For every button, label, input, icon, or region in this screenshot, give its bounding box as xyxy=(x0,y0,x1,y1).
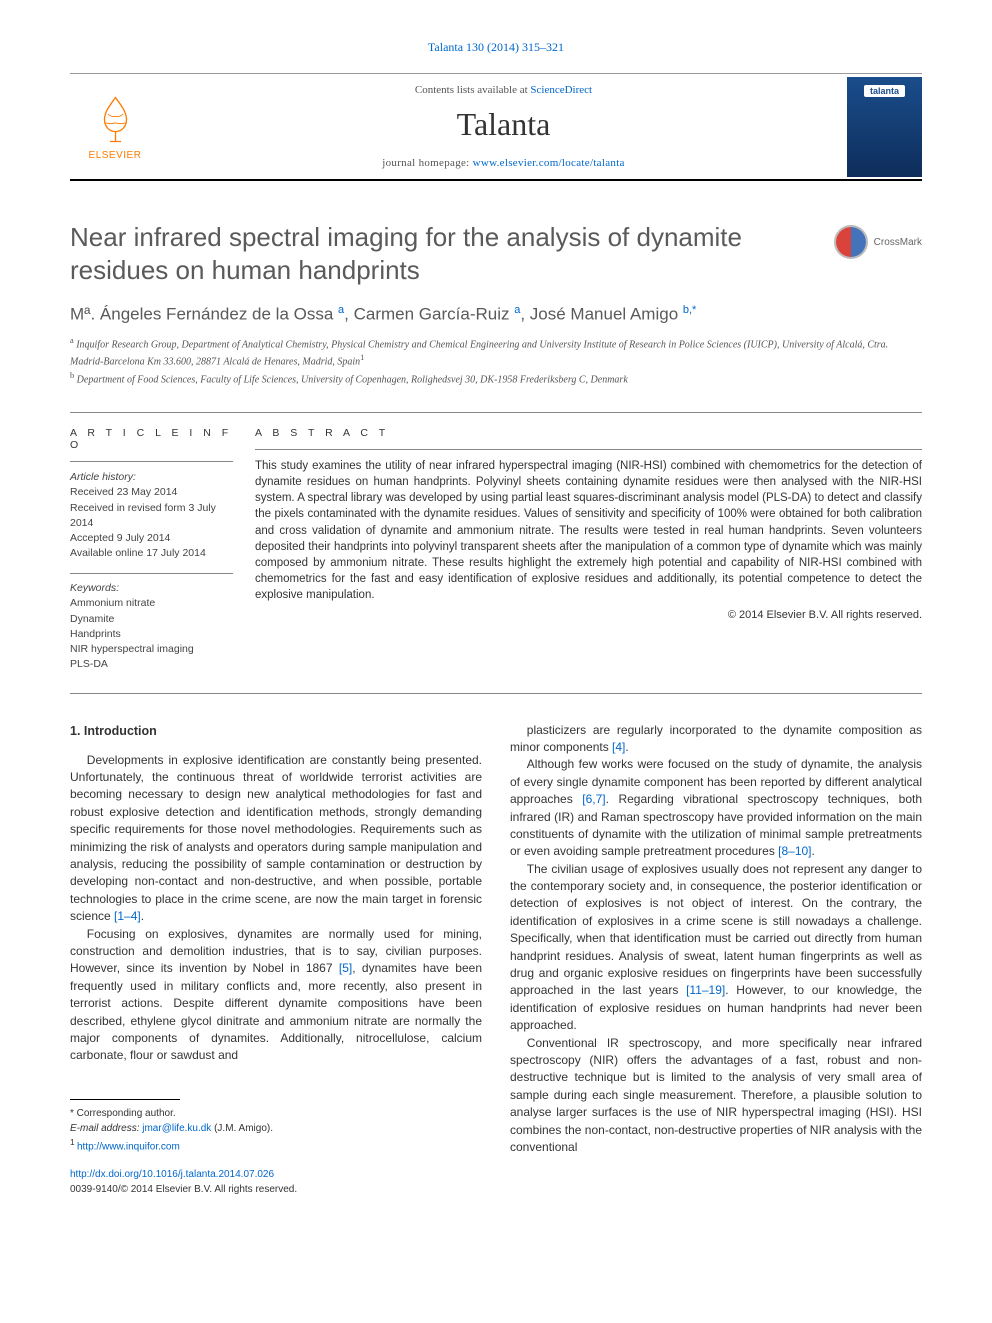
email-line: E-mail address: jmar@life.ku.dk (J.M. Am… xyxy=(70,1121,482,1136)
divider xyxy=(70,693,922,694)
abstract-heading: A B S T R A C T xyxy=(255,427,922,439)
body-paragraph: Although few works were focused on the s… xyxy=(510,756,922,860)
revised-date: Received in revised form 3 July 2014 xyxy=(70,501,233,531)
abstract-rule xyxy=(255,449,922,450)
cover-label: talanta xyxy=(864,85,905,97)
citation-ref[interactable]: [11–19] xyxy=(686,983,725,997)
contents-line: Contents lists available at ScienceDirec… xyxy=(160,84,847,96)
article-title: Near infrared spectral imaging for the a… xyxy=(70,221,818,286)
keyword-item: Ammonium nitrate xyxy=(70,596,233,611)
citation-ref[interactable]: [6,7] xyxy=(582,792,605,806)
affiliations-block: a Inquifor Research Group, Department of… xyxy=(70,335,922,388)
citation-ref[interactable]: [4] xyxy=(612,740,625,754)
body-paragraph: The civilian usage of explosives usually… xyxy=(510,861,922,1035)
authors-line: Mª. Ángeles Fernández de la Ossa a, Carm… xyxy=(70,304,922,325)
journal-banner: ELSEVIER Contents lists available at Sci… xyxy=(70,73,922,181)
header-citation: Talanta 130 (2014) 315–321 xyxy=(70,40,922,55)
journal-cover-thumbnail: talanta xyxy=(847,77,922,177)
keyword-item: PLS-DA xyxy=(70,657,233,672)
email-link[interactable]: jmar@life.ku.dk xyxy=(142,1123,211,1134)
doi-block: http://dx.doi.org/10.1016/j.talanta.2014… xyxy=(70,1168,482,1197)
elsevier-tree-icon xyxy=(88,92,143,147)
sciencedirect-link[interactable]: ScienceDirect xyxy=(530,84,592,96)
title-row: Near infrared spectral imaging for the a… xyxy=(70,221,922,286)
crossmark-icon xyxy=(834,225,868,259)
keyword-item: NIR hyperspectral imaging xyxy=(70,642,233,657)
abstract-copyright: © 2014 Elsevier B.V. All rights reserved… xyxy=(255,609,922,621)
footnotes-block: * Corresponding author. E-mail address: … xyxy=(70,1099,482,1154)
divider xyxy=(70,412,922,413)
homepage-link[interactable]: www.elsevier.com/locate/talanta xyxy=(473,157,625,169)
doi-link[interactable]: http://dx.doi.org/10.1016/j.talanta.2014… xyxy=(70,1169,274,1180)
body-paragraph: Focusing on explosives, dynamites are no… xyxy=(70,926,482,1065)
issn-copyright-line: 0039-9140/© 2014 Elsevier B.V. All right… xyxy=(70,1183,482,1198)
article-info-column: A R T I C L E I N F O Article history: R… xyxy=(70,427,255,672)
body-paragraph: Developments in explosive identification… xyxy=(70,752,482,926)
affiliation-b: b Department of Food Sciences, Faculty o… xyxy=(70,370,922,388)
section-heading-intro: 1. Introduction xyxy=(70,722,482,740)
homepage-line: journal homepage: www.elsevier.com/locat… xyxy=(160,157,847,169)
left-column: 1. Introduction Developments in explosiv… xyxy=(70,722,482,1197)
keyword-item: Dynamite xyxy=(70,612,233,627)
article-history: Article history: Received 23 May 2014 Re… xyxy=(70,470,233,561)
received-date: Received 23 May 2014 xyxy=(70,485,233,500)
contents-prefix: Contents lists available at xyxy=(415,84,530,96)
citation-ref[interactable]: [1–4] xyxy=(114,909,141,923)
elsevier-logo: ELSEVIER xyxy=(70,77,160,177)
elsevier-text: ELSEVIER xyxy=(89,150,142,161)
citation-ref[interactable]: [5] xyxy=(339,961,352,975)
affiliation-a: a Inquifor Research Group, Department of… xyxy=(70,335,922,371)
body-paragraph: Conventional IR spectroscopy, and more s… xyxy=(510,1035,922,1157)
journal-name: Talanta xyxy=(160,106,847,143)
keywords-label: Keywords: xyxy=(70,582,233,594)
corresponding-author: * Corresponding author. xyxy=(70,1106,482,1121)
info-abstract-row: A R T I C L E I N F O Article history: R… xyxy=(70,427,922,672)
body-columns: 1. Introduction Developments in explosiv… xyxy=(70,722,922,1197)
accepted-date: Accepted 9 July 2014 xyxy=(70,531,233,546)
crossmark-badge[interactable]: CrossMark xyxy=(834,225,922,259)
crossmark-text: CrossMark xyxy=(874,237,922,248)
abstract-column: A B S T R A C T This study examines the … xyxy=(255,427,922,672)
footnote-rule xyxy=(70,1099,180,1100)
keyword-item: Handprints xyxy=(70,627,233,642)
footnote-1: 1 http://www.inquifor.com xyxy=(70,1136,482,1154)
body-paragraph: plasticizers are regularly incorporated … xyxy=(510,722,922,757)
citation-ref[interactable]: [8–10] xyxy=(778,844,811,858)
inquifor-link[interactable]: http://www.inquifor.com xyxy=(77,1141,180,1152)
homepage-prefix: journal homepage: xyxy=(382,157,472,169)
right-column: plasticizers are regularly incorporated … xyxy=(510,722,922,1197)
abstract-text: This study examines the utility of near … xyxy=(255,458,922,603)
online-date: Available online 17 July 2014 xyxy=(70,546,233,561)
history-label: Article history: xyxy=(70,470,233,485)
banner-middle: Contents lists available at ScienceDirec… xyxy=(160,74,847,179)
article-info-heading: A R T I C L E I N F O xyxy=(70,427,233,451)
info-rule xyxy=(70,461,233,462)
info-rule xyxy=(70,573,233,574)
keywords-list: Ammonium nitrateDynamiteHandprintsNIR hy… xyxy=(70,596,233,672)
